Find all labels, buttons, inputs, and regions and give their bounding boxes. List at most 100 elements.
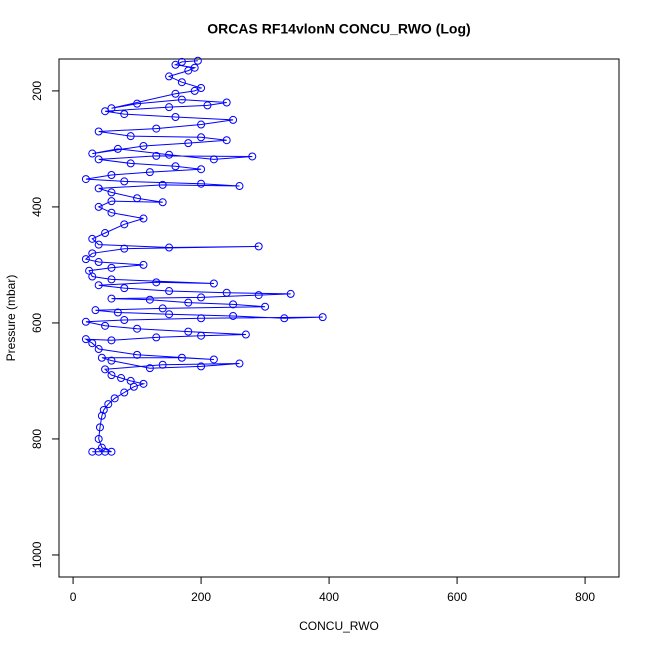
data-point bbox=[101, 107, 110, 116]
data-point bbox=[222, 136, 231, 145]
data-point bbox=[88, 339, 97, 348]
data-point bbox=[254, 242, 263, 251]
y-tick-label: 1000 bbox=[30, 541, 44, 568]
data-point bbox=[120, 110, 129, 119]
data-point bbox=[126, 159, 135, 168]
data-point bbox=[184, 327, 193, 336]
data-point bbox=[107, 294, 116, 303]
data-point bbox=[120, 177, 129, 186]
data-point bbox=[209, 155, 218, 164]
data-point bbox=[158, 198, 167, 207]
data-point bbox=[197, 293, 206, 302]
data-point bbox=[193, 56, 202, 65]
data-point bbox=[107, 356, 116, 365]
data-point bbox=[165, 243, 174, 252]
data-point bbox=[107, 371, 116, 380]
data-point bbox=[94, 281, 103, 290]
x-tick-label: 800 bbox=[575, 590, 595, 604]
data-point bbox=[133, 350, 142, 359]
data-point bbox=[81, 335, 90, 344]
data-point bbox=[203, 101, 212, 110]
data-point bbox=[139, 214, 148, 223]
data-point bbox=[197, 165, 206, 174]
data-point bbox=[126, 132, 135, 141]
data-point bbox=[101, 365, 110, 374]
data-point bbox=[94, 202, 103, 211]
data-point bbox=[190, 63, 199, 72]
data-point bbox=[97, 353, 106, 362]
data-point bbox=[190, 86, 199, 95]
data-point bbox=[139, 379, 148, 388]
data-point bbox=[107, 336, 116, 345]
data-point bbox=[184, 139, 193, 148]
data-point bbox=[197, 314, 206, 323]
y-tick-label: 600 bbox=[30, 313, 44, 333]
data-point bbox=[145, 295, 154, 304]
data-point bbox=[177, 95, 186, 104]
data-point bbox=[152, 278, 161, 287]
data-point bbox=[197, 120, 206, 129]
data-point bbox=[133, 194, 142, 203]
data-point bbox=[139, 260, 148, 269]
data-point bbox=[94, 127, 103, 136]
data-point bbox=[158, 180, 167, 189]
data-point bbox=[113, 144, 122, 153]
data-point bbox=[81, 317, 90, 326]
data-point bbox=[152, 151, 161, 160]
data-point bbox=[107, 447, 116, 456]
data-point bbox=[235, 359, 244, 368]
data-point bbox=[197, 133, 206, 142]
data-point bbox=[81, 175, 90, 184]
data-point bbox=[165, 310, 174, 319]
data-point bbox=[165, 72, 174, 81]
data-point bbox=[120, 316, 129, 325]
data-point bbox=[165, 150, 174, 159]
data-point bbox=[280, 314, 289, 323]
data-point bbox=[171, 162, 180, 171]
data-point bbox=[229, 115, 238, 124]
data-point bbox=[165, 287, 174, 296]
data-point bbox=[97, 411, 106, 420]
data-point bbox=[133, 324, 142, 333]
data-point bbox=[261, 302, 270, 311]
data-point bbox=[88, 234, 97, 243]
data-point bbox=[104, 400, 113, 409]
data-point bbox=[94, 240, 103, 249]
data-point bbox=[241, 330, 250, 339]
data-point bbox=[177, 78, 186, 87]
data-point bbox=[97, 443, 106, 452]
data-point bbox=[107, 197, 116, 206]
data-point bbox=[107, 208, 116, 217]
data-point bbox=[120, 388, 129, 397]
y-tick-label: 200 bbox=[30, 81, 44, 101]
data-point bbox=[113, 308, 122, 317]
data-point bbox=[117, 374, 126, 383]
data-point bbox=[107, 104, 116, 113]
data-point bbox=[171, 113, 180, 122]
data-line bbox=[84, 60, 323, 453]
chart-title: ORCAS RF14vlonN CONCU_RWO (Log) bbox=[207, 21, 470, 37]
data-point bbox=[229, 300, 238, 309]
data-point bbox=[197, 331, 206, 340]
data-point bbox=[139, 142, 148, 151]
x-axis-label: CONCU_RWO bbox=[299, 619, 379, 633]
data-point bbox=[99, 405, 108, 414]
data-point bbox=[197, 179, 206, 188]
data-point bbox=[145, 168, 154, 177]
data-point bbox=[254, 291, 263, 300]
data-point bbox=[94, 345, 103, 354]
data-point bbox=[101, 229, 110, 238]
data-point bbox=[158, 304, 167, 313]
data-point bbox=[107, 188, 116, 197]
data-point bbox=[126, 376, 135, 385]
data-point bbox=[107, 263, 116, 272]
data-point bbox=[184, 66, 193, 75]
data-point bbox=[235, 182, 244, 191]
data-point bbox=[88, 249, 97, 258]
data-point bbox=[222, 288, 231, 297]
data-point bbox=[95, 423, 104, 432]
data-point bbox=[165, 103, 174, 112]
data-point bbox=[197, 362, 206, 371]
data-point bbox=[120, 220, 129, 229]
data-point bbox=[171, 60, 180, 69]
